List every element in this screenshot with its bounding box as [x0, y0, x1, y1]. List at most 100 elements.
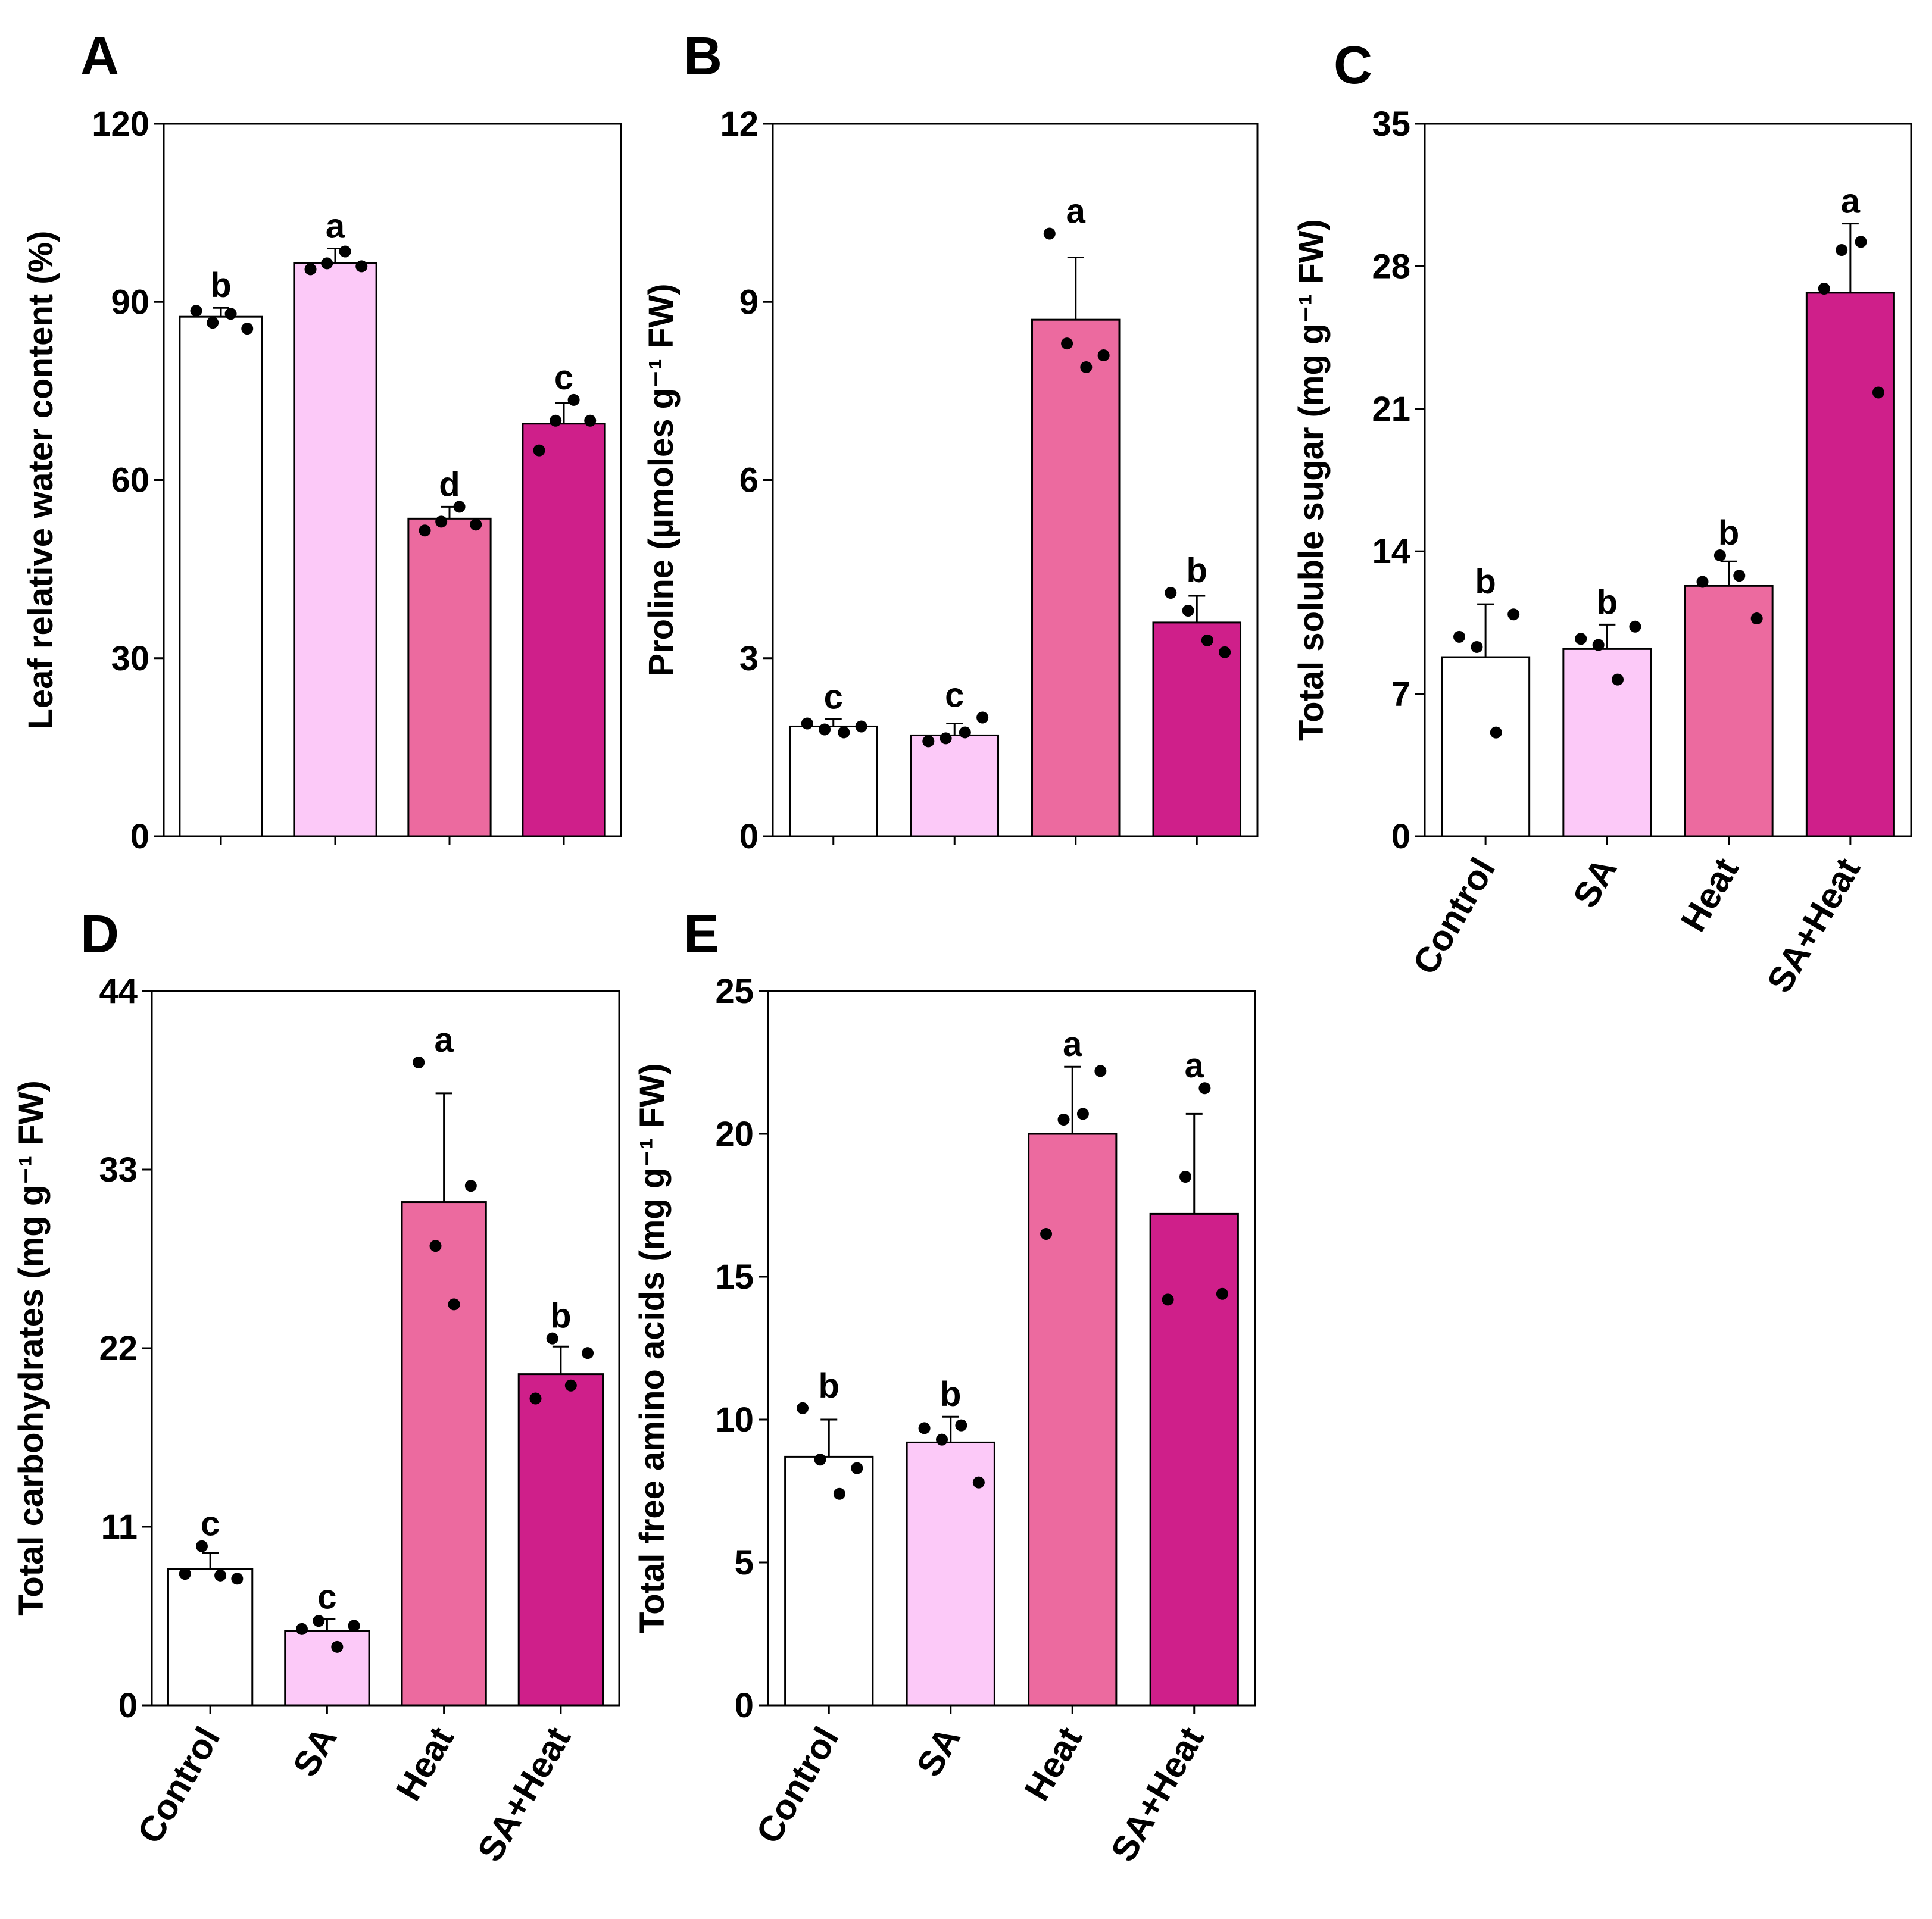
data-point-b-heat	[1043, 227, 1056, 240]
data-point-b-heat	[1061, 337, 1073, 350]
significance-letter-a-control: b	[210, 266, 231, 305]
x-tick-label-d-sa: SA	[285, 1720, 345, 1783]
significance-letter-e-sa: b	[940, 1375, 961, 1414]
significance-letter-c-sa-plus-heat: a	[1841, 182, 1861, 221]
significance-letter-e-heat: a	[1063, 1025, 1082, 1064]
data-point-b-sa	[940, 732, 952, 745]
significance-letter-b-sa: c	[945, 676, 964, 715]
bar-c-control	[1441, 656, 1531, 837]
bar-b-heat	[1031, 318, 1121, 837]
bar-a-heat	[407, 517, 492, 837]
data-point-e-sa-plus-heat	[1198, 1082, 1211, 1095]
bar-a-sa-plus-heat	[522, 423, 606, 837]
bar-b-sa-plus-heat	[1152, 621, 1242, 837]
x-tick-label-c-sa: SA	[1565, 851, 1625, 914]
data-point-a-sa-plus-heat	[550, 414, 562, 427]
bar-a-sa	[293, 262, 377, 837]
plot-frame-e	[767, 990, 1256, 1707]
data-point-d-sa-plus-heat	[529, 1392, 542, 1405]
data-point-b-heat	[1080, 361, 1093, 373]
data-point-b-sa	[959, 726, 971, 739]
y-tick-label-d: 22	[99, 1329, 138, 1368]
y-tick-label-b: 6	[739, 461, 759, 500]
bar-b-sa	[910, 734, 1000, 837]
data-point-a-sa	[355, 260, 368, 273]
x-tick-label-e-heat: Heat	[1016, 1720, 1090, 1807]
y-axis-label-e: Total free amino acids (mg g⁻¹ FW)	[633, 1063, 672, 1633]
data-point-b-control	[819, 723, 831, 736]
data-point-b-control	[801, 717, 813, 730]
data-point-d-control	[231, 1573, 244, 1585]
y-axis-label-d: Total carbohydrates (mg g⁻¹ FW)	[12, 1080, 51, 1616]
data-point-a-heat	[419, 524, 431, 537]
y-tick-label-b: 0	[739, 817, 759, 856]
y-tick-label-e: 20	[715, 1115, 754, 1154]
significance-letter-a-heat: d	[439, 465, 460, 504]
x-tick-label-c-heat: Heat	[1673, 851, 1746, 938]
data-point-d-heat	[464, 1180, 477, 1192]
data-point-c-control	[1453, 630, 1466, 643]
x-tick-label-c-sa-plus-heat: SA+Heat	[1759, 851, 1868, 999]
y-tick-label-a: 30	[111, 639, 149, 678]
y-tick-label-e: 5	[735, 1543, 754, 1582]
data-point-a-sa	[304, 263, 317, 276]
bar-a-control	[179, 315, 263, 837]
y-tick-label-b: 9	[739, 283, 759, 321]
data-point-d-control	[179, 1568, 191, 1580]
data-point-c-sa	[1592, 639, 1605, 651]
y-tick-label-a: 60	[111, 461, 149, 500]
bar-d-sa-plus-heat	[517, 1373, 604, 1707]
bar-b-control	[788, 725, 878, 837]
x-tick-label-e-control: Control	[748, 1720, 847, 1850]
data-point-a-heat	[435, 515, 448, 528]
data-point-c-sa-plus-heat	[1818, 283, 1830, 295]
y-tick-label-a: 120	[92, 105, 149, 143]
data-point-e-control	[814, 1454, 826, 1466]
y-tick-label-a: 90	[111, 283, 149, 321]
data-point-e-heat	[1094, 1065, 1107, 1077]
data-point-d-sa-plus-heat	[582, 1347, 594, 1359]
data-point-c-control	[1490, 726, 1502, 739]
data-point-d-sa	[313, 1615, 325, 1627]
data-point-d-heat	[448, 1298, 460, 1311]
bar-c-sa-plus-heat	[1805, 292, 1895, 837]
significance-letter-b-sa-plus-heat: b	[1187, 551, 1207, 590]
bar-d-heat	[401, 1201, 487, 1707]
bar-c-heat	[1684, 585, 1774, 837]
data-point-d-sa	[331, 1640, 344, 1653]
data-point-a-sa	[339, 245, 351, 258]
data-point-c-heat	[1733, 570, 1746, 582]
bar-d-sa	[284, 1630, 370, 1707]
data-point-d-control	[214, 1569, 227, 1582]
significance-letter-c-control: b	[1475, 562, 1496, 601]
x-tick-label-d-sa-plus-heat: SA+Heat	[470, 1720, 578, 1868]
data-point-d-sa-plus-heat	[546, 1332, 558, 1345]
y-tick-label-c: 7	[1391, 675, 1410, 714]
y-tick-label-e: 25	[715, 972, 754, 1011]
data-point-b-sa-plus-heat	[1182, 604, 1194, 617]
data-point-a-control	[224, 308, 237, 320]
significance-letter-b-heat: a	[1066, 192, 1086, 231]
data-point-a-sa-plus-heat	[533, 444, 545, 457]
y-tick-label-c: 35	[1372, 105, 1410, 143]
data-point-b-sa	[976, 711, 989, 724]
panel-letter-b: B	[683, 27, 722, 86]
bar-e-heat	[1028, 1133, 1118, 1707]
data-point-b-sa-plus-heat	[1165, 587, 1177, 599]
bar-e-control	[784, 1455, 874, 1707]
significance-letter-d-sa-plus-heat: b	[550, 1297, 571, 1336]
data-point-e-sa	[955, 1419, 967, 1432]
panel-letter-c: C	[1334, 36, 1372, 95]
data-point-a-heat	[470, 518, 482, 531]
data-point-e-heat	[1040, 1228, 1053, 1240]
x-tick-label-c-control: Control	[1405, 851, 1503, 981]
data-point-b-control	[838, 726, 850, 739]
data-point-a-sa-plus-heat	[567, 393, 580, 406]
significance-letter-d-heat: a	[434, 1021, 454, 1059]
y-tick-label-a: 0	[130, 817, 149, 856]
data-point-d-sa	[295, 1623, 308, 1635]
data-point-c-sa	[1612, 673, 1624, 686]
data-point-a-heat	[453, 501, 466, 513]
data-point-c-sa	[1629, 620, 1641, 633]
